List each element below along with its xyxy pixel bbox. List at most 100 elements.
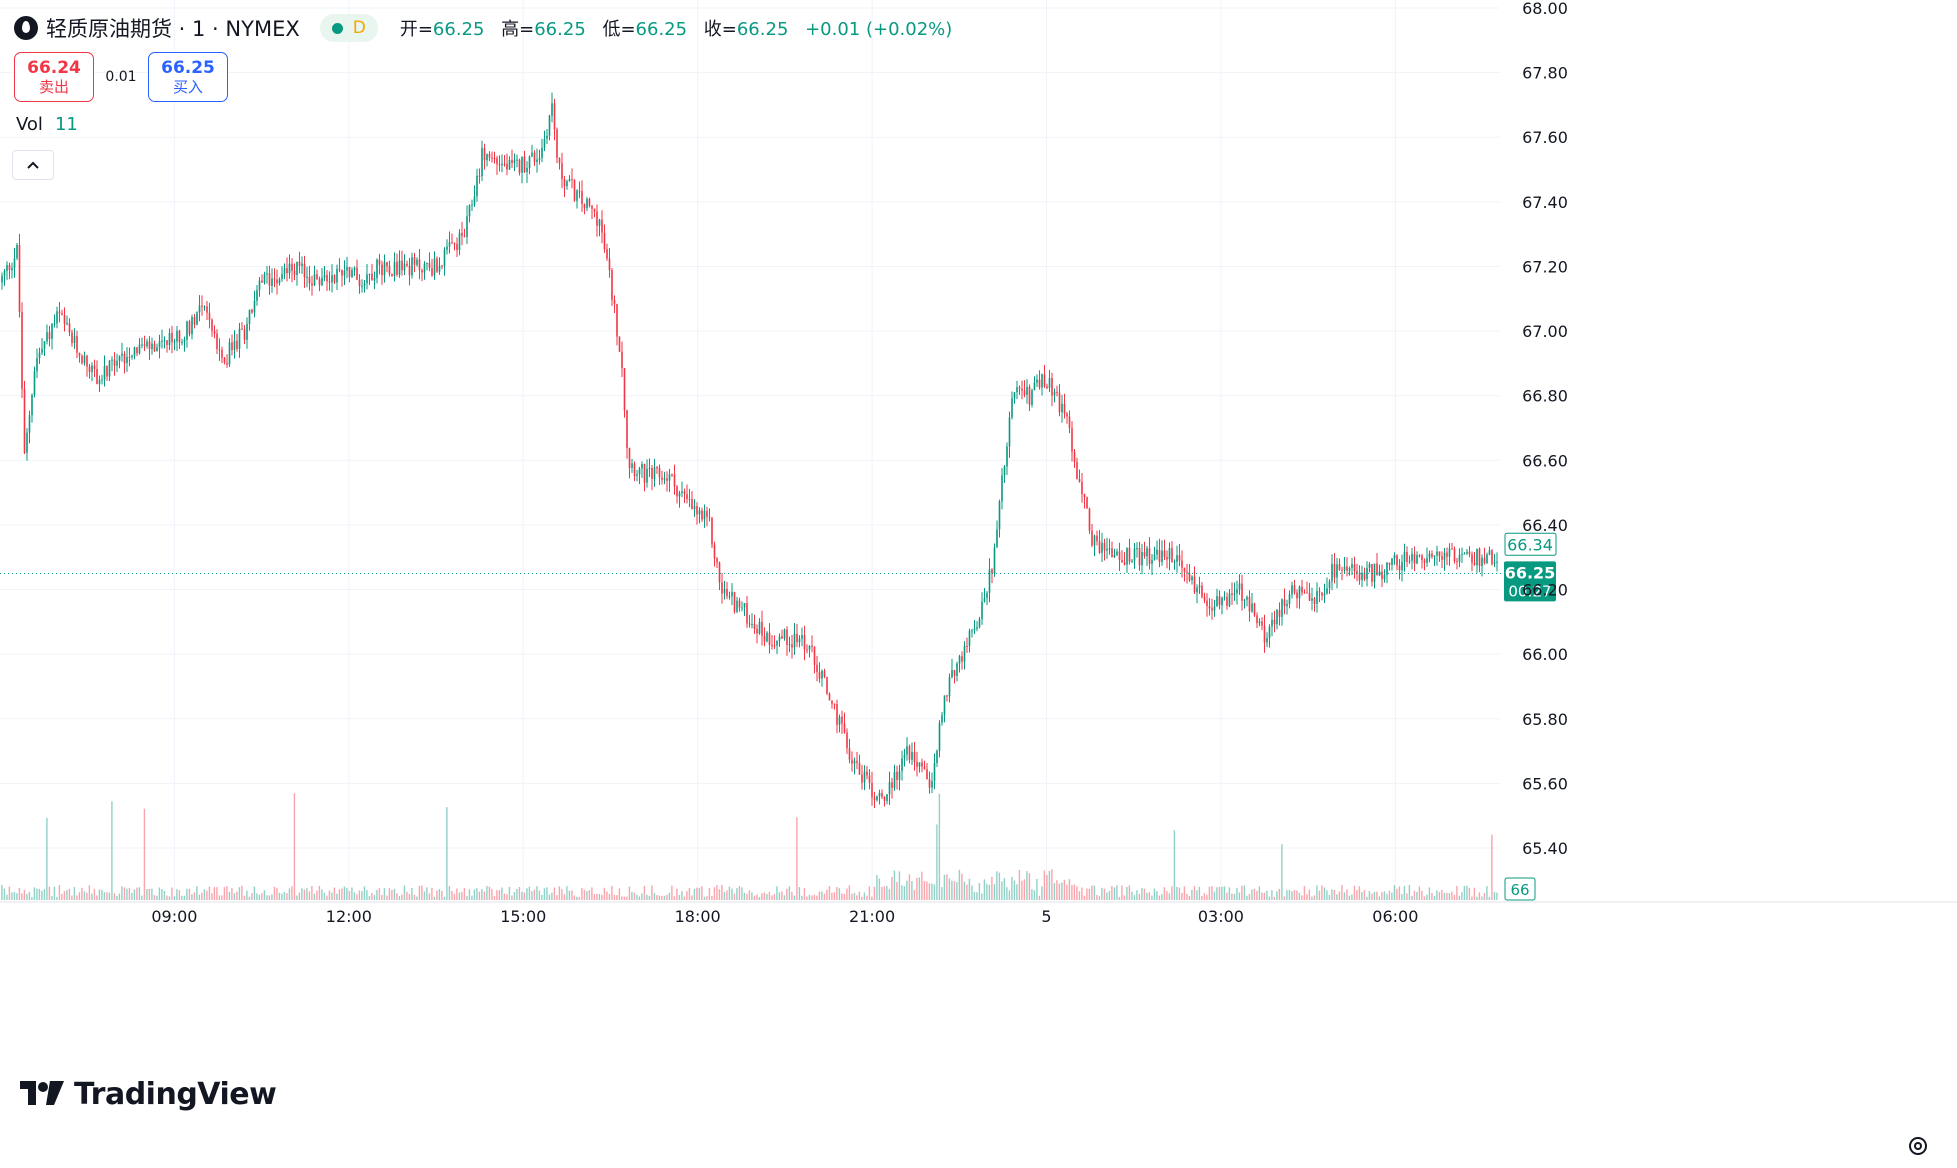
volume-bar [1366,896,1368,900]
candle-body [598,219,601,226]
candle-body [11,267,13,271]
x-tick-label: 5 [1041,907,1051,926]
candle-body [1128,547,1131,562]
volume-bar [1488,896,1491,900]
sell-button[interactable]: 66.24 卖出 [14,52,94,102]
candle-body [1066,413,1068,417]
candle-body [1246,596,1248,600]
volume-bar [118,893,121,900]
candle-body [1156,549,1158,555]
volume-bar [1443,892,1446,900]
candle-body [1306,592,1308,594]
volume-bar [1081,887,1083,900]
candle-body [271,278,273,286]
oil-drop-icon[interactable] [14,16,38,40]
volume-bar [231,888,233,900]
candle-body [778,636,781,641]
candle-body [871,782,873,798]
candle-body [63,315,66,324]
volume-bar [426,887,428,900]
volume-bar [1056,880,1058,900]
candle-body [566,181,568,187]
candle-body [1241,583,1243,601]
volume-bar [676,888,678,900]
candle-body [1283,599,1286,607]
candle-body [996,529,998,548]
bar-countdown-label: 00:27 [1508,582,1551,600]
candle-body [521,156,523,173]
chart-settings-button[interactable] [1904,1132,1932,1160]
volume-bar [953,881,956,900]
candle-body [1486,554,1488,564]
volume-bar [623,896,626,900]
candle-body [616,304,618,337]
volume-bar [28,891,31,900]
volume-bar [1411,895,1413,900]
volume-bar [203,889,206,900]
tradingview-logo[interactable]: TradingView [20,1074,277,1114]
volume-legend[interactable]: Vol 11 [16,114,78,135]
candle-body [1408,560,1411,562]
volume-bar [323,892,326,900]
candle-body [1483,557,1486,564]
volume-bar [1486,886,1488,900]
volume-bar [376,889,378,900]
candle-body [568,179,571,182]
candle-body [1221,597,1223,606]
secondary-price-label: 66.34 [1507,535,1553,554]
candle-body [843,723,846,733]
volume-bar [336,893,338,900]
volume-bar [1281,844,1283,900]
volume-bar [1478,892,1481,900]
volume-bar [1303,885,1306,900]
candle-body [243,329,246,340]
volume-bar [263,890,266,900]
candle-body [458,232,461,251]
volume-bar [1378,896,1381,900]
volume-bar [341,888,343,900]
volume-bar [931,883,933,900]
candle-body [1183,567,1186,572]
candle-body [418,259,421,271]
buy-button[interactable]: 66.25 买入 [148,52,228,102]
volume-bar [916,877,918,900]
volume-bar [838,888,841,900]
candle-body [908,746,911,760]
volume-bar [251,893,253,900]
candle-body [546,135,548,139]
volume-bar [898,871,901,900]
volume-bar [733,893,736,900]
candle-body [1073,451,1076,463]
candle-body [713,544,716,559]
volume-bar [1038,895,1041,900]
volume-bar [163,891,166,900]
candle-body [743,603,746,608]
candle-body [1348,567,1351,571]
volume-bar [1221,886,1223,900]
volume-bar [1133,895,1136,900]
candle-body [553,103,556,130]
volume-bar [851,893,853,900]
candle-body [281,274,283,280]
candle-body [888,782,891,795]
x-tick-label: 12:00 [326,907,372,926]
candle-body [753,623,756,629]
collapse-legend-button[interactable] [12,150,54,180]
volume-bar [353,892,356,900]
volume-bar [1421,890,1423,900]
volume-bar [601,894,603,900]
candle-body [93,365,96,370]
candle-body [1008,417,1011,447]
x-tick-label: 06:00 [1372,907,1418,926]
symbol-title[interactable]: 轻质原油期货 · 1 · NYMEX [46,17,300,41]
candle-body [356,267,358,280]
candle-body [941,715,943,723]
market-status-badge[interactable]: D [319,14,378,42]
volume-bar [218,895,221,900]
volume-bar [1331,889,1333,900]
volume-bar [21,893,23,900]
candle-body [508,159,511,170]
volume-bar [1466,885,1468,900]
